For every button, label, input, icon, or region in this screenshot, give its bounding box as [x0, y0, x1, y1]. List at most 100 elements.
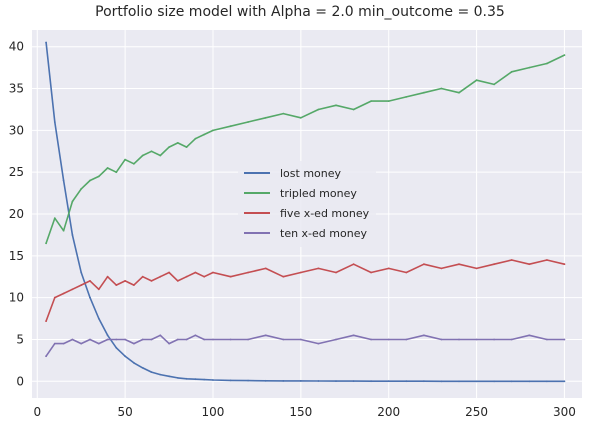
- y-tick-label: 40: [9, 40, 24, 54]
- data-point: [176, 338, 179, 341]
- data-point: [563, 54, 566, 56]
- data-point: [203, 275, 206, 278]
- data-point: [89, 296, 91, 299]
- data-point: [62, 179, 65, 182]
- data-point: [493, 380, 495, 383]
- data-point: [97, 342, 100, 345]
- data-point: [247, 271, 250, 274]
- data-point: [229, 338, 232, 341]
- data-point: [387, 267, 390, 270]
- data-point: [528, 66, 531, 69]
- x-tick-label: 150: [289, 405, 312, 419]
- data-point: [352, 263, 355, 266]
- data-point: [53, 342, 56, 345]
- data-point: [62, 229, 65, 232]
- data-point: [563, 338, 566, 341]
- data-point: [115, 171, 118, 174]
- x-tick-label: 0: [33, 405, 41, 419]
- data-point: [299, 116, 302, 119]
- data-point: [212, 129, 214, 132]
- data-point: [124, 158, 126, 161]
- data-point: [546, 380, 548, 383]
- data-point: [150, 150, 153, 153]
- data-point: [71, 338, 74, 341]
- data-point: [282, 275, 285, 278]
- data-point: [62, 342, 65, 345]
- data-point: [133, 284, 135, 286]
- data-point: [185, 275, 188, 278]
- y-tick-label: 30: [9, 123, 24, 137]
- data-point: [405, 338, 408, 341]
- data-point: [264, 379, 267, 382]
- plot-area: 0 50 100 150 200 250 300 0 5 10 15 20 25 30 35 40 lost m…: [9, 30, 582, 419]
- data-point: [335, 104, 337, 107]
- data-point: [89, 280, 91, 282]
- data-point: [563, 263, 566, 266]
- legend-label: tripled money: [280, 187, 357, 200]
- x-tick-label: 200: [377, 405, 400, 419]
- data-point: [159, 154, 162, 157]
- data-point: [528, 334, 531, 337]
- data-point: [159, 373, 162, 376]
- legend-label: ten x-ed money: [280, 227, 367, 240]
- data-point: [168, 375, 171, 378]
- x-tick-label: 100: [202, 405, 225, 419]
- data-point: [53, 217, 56, 220]
- data-point: [423, 91, 425, 94]
- data-point: [317, 380, 320, 382]
- data-point: [440, 338, 443, 341]
- data-point: [203, 378, 206, 381]
- data-point: [423, 334, 425, 337]
- data-point: [106, 167, 109, 169]
- y-tick-label: 10: [9, 291, 24, 305]
- data-point: [133, 162, 135, 165]
- data-point: [458, 380, 460, 383]
- data-point: [282, 338, 285, 341]
- data-point: [62, 292, 65, 295]
- data-point: [440, 267, 443, 270]
- data-point: [212, 271, 214, 274]
- data-point: [133, 342, 135, 345]
- data-point: [387, 380, 390, 383]
- y-tick-label: 35: [9, 82, 24, 96]
- data-point: [405, 380, 408, 383]
- data-point: [159, 275, 162, 278]
- data-point: [45, 41, 47, 44]
- data-point: [370, 338, 372, 341]
- data-point: [317, 108, 320, 111]
- data-point: [194, 378, 197, 381]
- data-point: [80, 271, 83, 274]
- data-point: [458, 91, 460, 94]
- data-point: [493, 263, 495, 266]
- data-point: [150, 371, 153, 373]
- data-point: [106, 275, 109, 278]
- data-point: [89, 338, 91, 341]
- data-point: [185, 338, 188, 341]
- data-point: [299, 338, 302, 341]
- data-point: [229, 125, 232, 128]
- data-point: [475, 380, 478, 383]
- data-point: [528, 263, 531, 266]
- data-point: [370, 100, 372, 102]
- series-line-ten-x-ed-money: [45, 334, 566, 358]
- data-point: [194, 334, 197, 337]
- data-point: [370, 271, 372, 274]
- data-point: [115, 338, 118, 341]
- data-point: [317, 267, 320, 270]
- data-point: [510, 380, 513, 383]
- data-point: [458, 338, 460, 341]
- data-point: [370, 380, 372, 383]
- data-point: [133, 362, 135, 364]
- data-point: [335, 271, 337, 274]
- data-point: [423, 380, 425, 383]
- data-point: [203, 338, 206, 341]
- data-point: [212, 338, 214, 341]
- series-line-tripled-money: [45, 54, 566, 245]
- data-point: [194, 271, 197, 274]
- legend-label: five x-ed money: [280, 207, 370, 220]
- data-point: [264, 267, 267, 270]
- data-point: [475, 338, 478, 341]
- data-point: [106, 338, 109, 341]
- y-tick-label: 20: [9, 207, 24, 221]
